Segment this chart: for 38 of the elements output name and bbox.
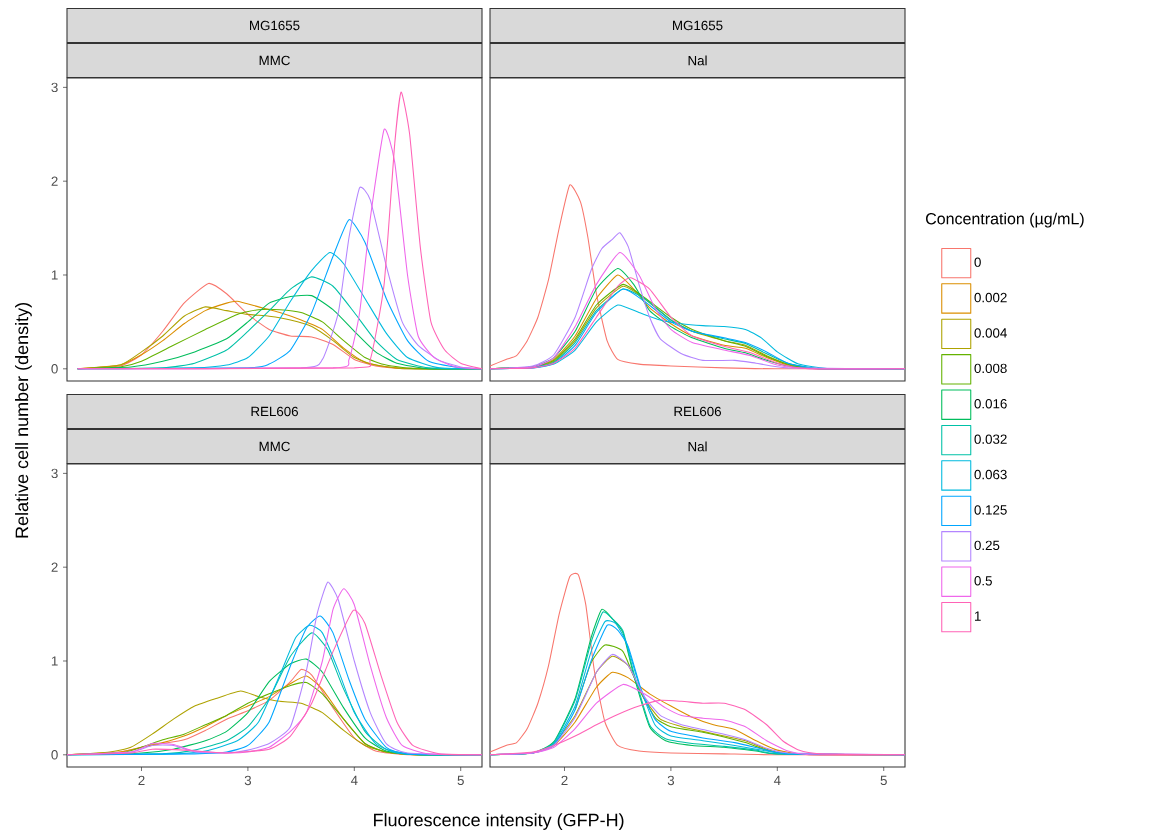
- legend-label: 0.004: [974, 328, 1007, 338]
- legend-label: 0.125: [974, 505, 1007, 515]
- y-tick-label: 2: [51, 562, 58, 572]
- legend-label: 0: [974, 257, 981, 267]
- legend-label: 0.008: [974, 363, 1007, 374]
- chart-subtitle: Nal: [688, 55, 707, 66]
- legend-title: Concentration (µg/mL): [926, 212, 1084, 228]
- x-tick-label: 5: [457, 775, 464, 786]
- x-tick-label: 4: [350, 775, 358, 785]
- chart-subtitle: Nal: [688, 441, 707, 452]
- y-tick-label: 1: [51, 270, 58, 280]
- y-tick-label: 2: [51, 176, 58, 186]
- x-tick-label: 3: [667, 775, 675, 786]
- y-tick-label: 3: [51, 82, 58, 93]
- y-tick-label: 0: [51, 750, 58, 760]
- legend-label: 0.032: [974, 434, 1007, 444]
- x-tick-label: 3: [244, 775, 252, 786]
- legend-label: 1: [974, 611, 981, 621]
- chart-subtitle: MMC: [259, 55, 290, 66]
- legend-label: 0.063: [974, 469, 1007, 480]
- legend-label: 0.002: [974, 292, 1007, 303]
- x-tick-label: 2: [138, 775, 145, 786]
- chart-title: MG1655: [250, 20, 300, 31]
- chart-title: REL606: [251, 406, 299, 417]
- y-tick-label: 1: [51, 656, 58, 666]
- y-axis-title: Relative cell number (density): [15, 303, 32, 538]
- x-axis-title: Fluorescence intensity (GFP-H): [374, 813, 624, 830]
- chart-title: REL606: [674, 406, 722, 417]
- y-tick-label: 3: [51, 468, 58, 479]
- y-tick-label: 0: [51, 364, 58, 374]
- x-tick-label: 4: [773, 775, 781, 785]
- x-tick-label: 2: [561, 775, 568, 786]
- legend-label: 0.016: [974, 399, 1007, 409]
- legend-label: 0.5: [974, 576, 992, 586]
- chart-title: MG1655: [673, 20, 723, 31]
- chart-subtitle: MMC: [259, 441, 290, 452]
- x-tick-label: 5: [880, 775, 887, 786]
- legend-label: 0.25: [974, 540, 1000, 551]
